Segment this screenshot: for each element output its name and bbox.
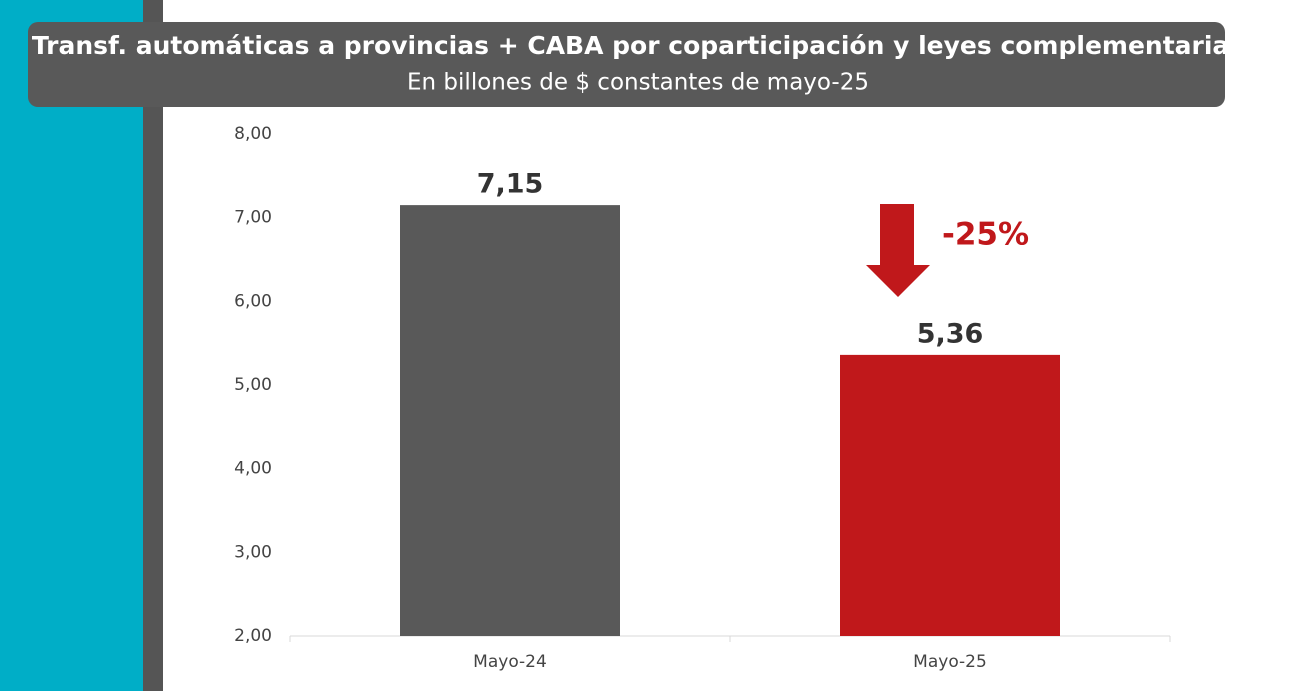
annotation: -25% [942, 217, 1029, 253]
y-tick-label: 8,00 [234, 124, 272, 144]
y-tick-label: 7,00 [234, 208, 272, 228]
y-tick-label: 6,00 [234, 291, 272, 311]
chart-subtitle: En billones de $ constantes de mayo-25 [407, 70, 869, 96]
title-box [28, 22, 1225, 107]
x-tick-label: Mayo-24 [473, 652, 547, 672]
down-arrow [866, 204, 930, 297]
chart-title: Transf. automáticas a provincias + CABA … [32, 31, 1244, 60]
x-tick-label: Mayo-25 [913, 652, 987, 672]
bar [400, 205, 620, 636]
side-strip-dark [143, 0, 163, 691]
y-tick-label: 5,00 [234, 375, 272, 395]
y-tick-label: 3,00 [234, 542, 272, 562]
value-label: 5,36 [917, 318, 984, 349]
y-tick-label: 4,00 [234, 459, 272, 479]
value-label: 7,15 [477, 169, 544, 200]
side-strip [0, 0, 143, 691]
bar [840, 354, 1060, 636]
y-tick-label: 2,00 [234, 626, 272, 646]
